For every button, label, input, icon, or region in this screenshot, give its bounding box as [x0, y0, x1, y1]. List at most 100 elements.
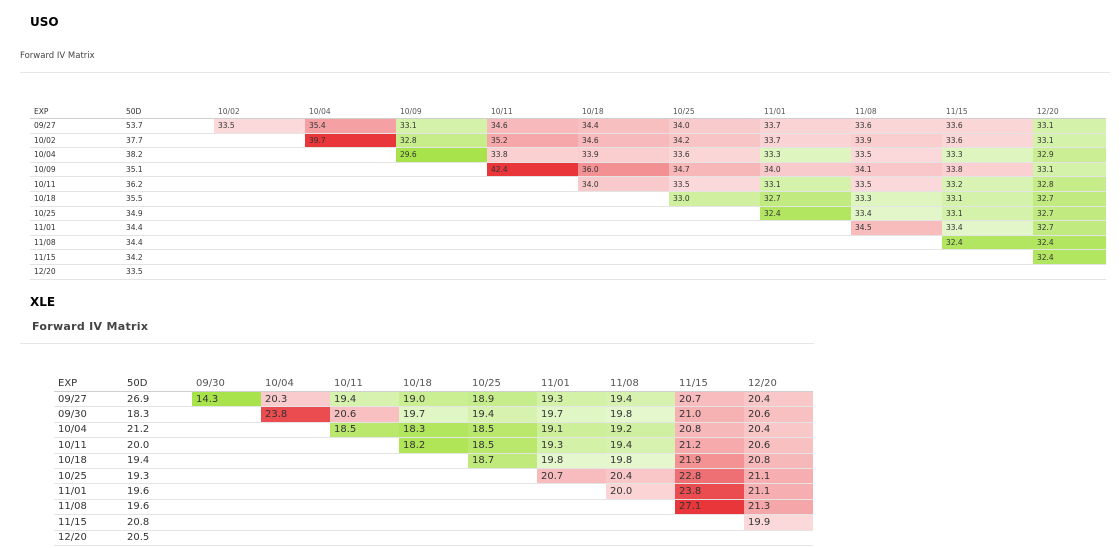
matrix-cell: 34.4 — [578, 118, 669, 134]
matrix-cell: 22.8 — [675, 468, 744, 485]
column-header-expiry: 10/25 — [669, 104, 760, 119]
matrix-cell: 36.0 — [578, 162, 669, 178]
table-row: 10/04 21.2 18.5 18.3 18.5 19.1 19.2 20.8 20.4 — [54, 422, 813, 439]
matrix-cell: 33.8 — [487, 147, 578, 163]
matrix-cell: 19.9 — [744, 514, 813, 531]
matrix-cell: 32.7 — [1033, 206, 1106, 222]
matrix-cell: 33.7 — [760, 118, 851, 134]
matrix-cell — [487, 264, 578, 280]
matrix-cell — [669, 249, 760, 265]
column-header-expiry: 10/04 — [261, 376, 330, 392]
matrix-cell — [192, 437, 261, 454]
matrix-cell: 32.7 — [1033, 220, 1106, 236]
table-row: 10/18 35.5 33.0 32.7 33.3 33.1 32.7 — [30, 191, 1106, 207]
matrix-cell — [487, 206, 578, 222]
row-50d-value: 19.6 — [123, 499, 192, 516]
row-expiry-label: 10/18 — [30, 191, 122, 207]
matrix-cell — [487, 191, 578, 207]
matrix-cell — [261, 514, 330, 531]
matrix-cell: 33.6 — [669, 147, 760, 163]
matrix-cell — [606, 514, 675, 531]
column-header-expiry: 11/08 — [851, 104, 942, 119]
matrix-cell: 19.8 — [537, 453, 606, 469]
row-expiry-label: 11/01 — [54, 483, 123, 500]
table-row: 11/15 20.8 19.9 — [54, 514, 813, 531]
table-row: 11/08 34.4 32.4 32.4 — [30, 235, 1106, 251]
matrix-cell: 33.6 — [942, 133, 1033, 149]
matrix-cell — [261, 422, 330, 439]
matrix-cell: 14.3 — [192, 391, 261, 408]
matrix-cell — [214, 249, 305, 265]
matrix-cell — [669, 220, 760, 236]
row-50d-value: 35.5 — [122, 191, 214, 207]
row-expiry-label: 10/02 — [30, 133, 122, 149]
matrix-cell: 32.7 — [760, 191, 851, 207]
matrix-cell: 33.8 — [942, 162, 1033, 178]
row-50d-value: 21.2 — [123, 422, 192, 439]
matrix-cell — [396, 264, 487, 280]
row-expiry-label: 09/27 — [54, 391, 123, 408]
xle-forward-iv-matrix: EXP 50D 09/30 10/04 10/11 10/18 10/25 11/01 11/0… — [54, 376, 813, 546]
matrix-cell — [261, 437, 330, 454]
matrix-cell: 32.7 — [1033, 191, 1106, 207]
matrix-cell — [669, 235, 760, 251]
matrix-cell: 33.3 — [851, 191, 942, 207]
matrix-cell: 34.6 — [578, 133, 669, 149]
matrix-cell — [330, 437, 399, 454]
table-row: 10/11 36.2 34.0 33.5 33.1 33.5 33.2 32.8 — [30, 176, 1106, 192]
matrix-cell: 23.8 — [261, 406, 330, 423]
matrix-cell — [305, 191, 396, 207]
matrix-cell: 33.6 — [851, 118, 942, 134]
matrix-cell — [396, 235, 487, 251]
table-row: 11/08 19.6 27.1 21.3 — [54, 499, 813, 516]
matrix-cell: 33.3 — [942, 147, 1033, 163]
matrix-cell — [305, 206, 396, 222]
matrix-cell: 32.8 — [396, 133, 487, 149]
column-header-expiry: 10/02 — [214, 104, 305, 119]
matrix-cell: 33.5 — [669, 176, 760, 192]
matrix-cell — [214, 220, 305, 236]
matrix-cell: 32.4 — [1033, 235, 1106, 251]
matrix-cell: 19.4 — [468, 406, 537, 423]
table-row: 10/11 20.0 18.2 18.5 19.3 19.4 21.2 20.6 — [54, 437, 813, 454]
matrix-cell — [399, 468, 468, 485]
matrix-cell — [669, 206, 760, 222]
matrix-cell — [744, 530, 813, 546]
matrix-cell: 34.6 — [487, 118, 578, 134]
matrix-cell — [305, 235, 396, 251]
column-header-expiry: 10/04 — [305, 104, 396, 119]
matrix-cell — [261, 499, 330, 516]
matrix-cell — [214, 191, 305, 207]
matrix-cell — [468, 483, 537, 500]
column-header-expiry: 10/25 — [468, 376, 537, 392]
table-row: 12/20 20.5 — [54, 530, 813, 546]
row-expiry-label: 11/15 — [54, 514, 123, 531]
matrix-cell — [606, 530, 675, 546]
matrix-cell: 19.8 — [606, 406, 675, 423]
row-50d-value: 38.2 — [122, 147, 214, 163]
column-header-expiry: 10/11 — [487, 104, 578, 119]
matrix-cell: 18.9 — [468, 391, 537, 408]
matrix-cell: 33.7 — [760, 133, 851, 149]
matrix-cell: 33.6 — [942, 118, 1033, 134]
matrix-cell — [396, 249, 487, 265]
matrix-cell: 33.5 — [214, 118, 305, 134]
matrix-cell — [192, 406, 261, 423]
row-expiry-label: 10/25 — [30, 206, 122, 222]
matrix-cell — [396, 162, 487, 178]
matrix-cell — [305, 249, 396, 265]
matrix-cell: 33.1 — [760, 176, 851, 192]
column-header-50d: 50D — [122, 104, 214, 119]
matrix-cell: 20.0 — [606, 483, 675, 500]
matrix-cell: 21.3 — [744, 499, 813, 516]
matrix-cell: 34.2 — [669, 133, 760, 149]
row-50d-value: 20.0 — [123, 437, 192, 454]
table-row: 09/30 18.3 23.8 20.6 19.7 19.4 19.7 19.8 21.0 20.… — [54, 406, 813, 423]
uso-header-row: EXP 50D 10/02 10/04 10/09 10/11 10/18 10/25 11/0… — [30, 104, 1106, 119]
column-header-exp: EXP — [30, 104, 122, 119]
matrix-cell — [330, 514, 399, 531]
matrix-cell — [330, 530, 399, 546]
row-expiry-label: 11/08 — [30, 235, 122, 251]
matrix-cell — [399, 499, 468, 516]
matrix-cell: 19.8 — [606, 453, 675, 469]
